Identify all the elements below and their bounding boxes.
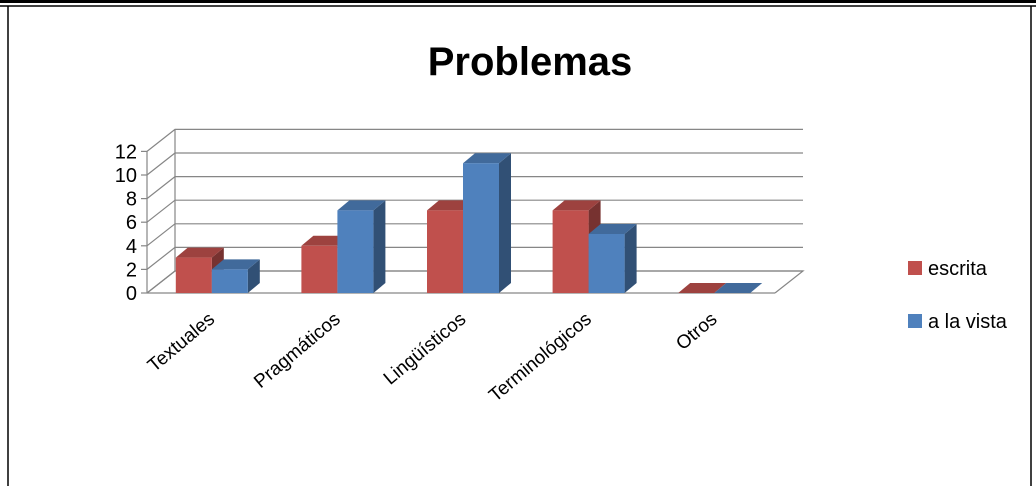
bar-side: [499, 153, 511, 293]
gridline-12: [146, 128, 803, 152]
y-tick-label: 8: [126, 189, 137, 211]
y-tick-label: 12: [115, 141, 137, 163]
bar-top: [678, 283, 727, 293]
bar-side: [247, 259, 260, 293]
legend-label: escrita: [928, 258, 988, 280]
y-tick-label: 10: [115, 165, 137, 187]
bar-a-la-vista-4: [714, 283, 763, 293]
bar-front: [427, 210, 463, 293]
bar-front: [337, 210, 374, 293]
gridline-6: [146, 199, 803, 223]
bar-front: [175, 257, 212, 293]
bar-a-la-vista-2: [463, 153, 511, 293]
gridline-10: [146, 152, 803, 176]
bar-top: [337, 200, 386, 211]
bar-escrita-4: [678, 283, 727, 293]
bar-top: [714, 283, 763, 293]
gridline-8: [146, 176, 803, 200]
y-tick-label: 2: [126, 259, 137, 281]
bar-a-la-vista-1: [337, 200, 386, 293]
y-tick-label: 0: [126, 283, 137, 305]
x-category-label: Pragmáticos: [250, 309, 344, 393]
legend-swatch: [908, 261, 922, 275]
bar-a-la-vista-3: [588, 224, 637, 293]
bar-side: [624, 224, 637, 293]
bar-front: [552, 210, 589, 293]
x-category-label: Terminológicos: [485, 309, 596, 407]
legend: escrita a la vista: [908, 258, 1008, 333]
bar-front: [301, 245, 338, 293]
legend-swatch: [908, 314, 922, 328]
bar-top: [588, 224, 637, 234]
x-category-label: Otros: [672, 309, 721, 355]
y-tick-label: 4: [126, 236, 137, 258]
legend-label: a la vista: [928, 311, 1008, 333]
bar-top: [175, 247, 224, 258]
bars: [175, 153, 763, 293]
x-axis-category-labels: Textuales Pragmáticos Lingüísticos Terminol…: [144, 309, 721, 407]
bar-front: [211, 269, 248, 293]
bar-front: [588, 234, 625, 293]
bar-front: [463, 163, 499, 293]
bar-a-la-vista-0: [211, 259, 260, 293]
chart-title: Problemas: [428, 40, 633, 84]
y-tick-label: 6: [126, 212, 137, 234]
x-category-label: Textuales: [144, 309, 219, 377]
bar-top: [552, 200, 601, 211]
bar-top: [463, 153, 511, 164]
x-category-label: Lingüísticos: [380, 309, 470, 390]
bar-side: [373, 200, 386, 293]
bar-top: [211, 259, 260, 270]
